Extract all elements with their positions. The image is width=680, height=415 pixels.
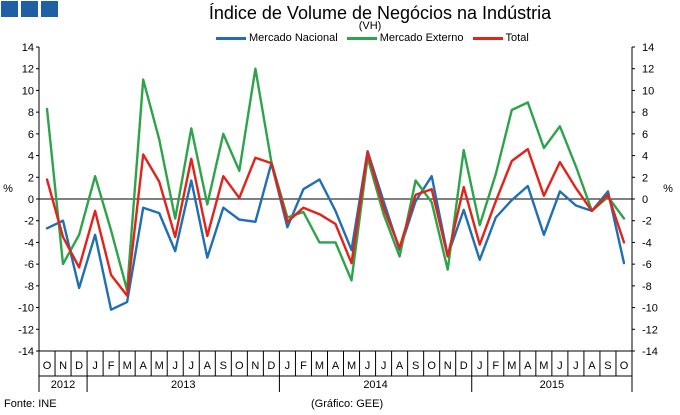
x-tick-label: O xyxy=(43,360,52,372)
x-tick-label: F xyxy=(492,360,499,372)
legend-swatch-mercado-nacional xyxy=(216,36,246,40)
x-tick-label: S xyxy=(412,360,419,372)
x-tick-label: M xyxy=(507,360,516,372)
year-label: 2012 xyxy=(51,379,75,391)
y-tick-label-left: 8 xyxy=(28,107,34,119)
legend-swatch-total xyxy=(472,36,503,40)
legend: Mercado Nacional Mercado Externo Total xyxy=(216,32,535,44)
logo-square-3 xyxy=(41,1,58,17)
x-tick-label: A xyxy=(204,360,212,372)
y-tick-label-left: -4 xyxy=(24,237,34,249)
y-tick-label-right: 8 xyxy=(642,107,648,119)
x-tick-label: J xyxy=(573,360,579,372)
x-tick-label: N xyxy=(251,360,259,372)
y-tick-label-left: -2 xyxy=(24,216,34,228)
y-tick-label-right: 12 xyxy=(642,64,654,76)
x-tick-label: A xyxy=(140,360,148,372)
x-tick-label: N xyxy=(59,360,67,372)
year-label: 2014 xyxy=(363,379,387,391)
y-tick-label-right: -14 xyxy=(642,346,658,358)
x-tick-label: A xyxy=(332,360,340,372)
y-tick-label-right: 2 xyxy=(642,172,648,184)
y-tick-label-left: -14 xyxy=(18,346,34,358)
x-tick-label: J xyxy=(381,360,387,372)
y-tick-label-right: -8 xyxy=(642,281,652,293)
x-tick-label: M xyxy=(347,360,356,372)
legend-swatch-mercado-externo xyxy=(346,36,377,40)
chart-title: Índice de Volume de Negócios na Indústri… xyxy=(208,3,552,23)
y-tick-label-left: 0 xyxy=(28,194,34,206)
x-tick-label: M xyxy=(315,360,324,372)
x-tick-label: O xyxy=(620,360,629,372)
x-tick-label: J xyxy=(365,360,371,372)
y-tick-label-left: 6 xyxy=(28,129,34,141)
x-tick-label: A xyxy=(588,360,596,372)
y-axis-title-right: % xyxy=(663,183,673,195)
y-tick-label-right: -6 xyxy=(642,259,652,271)
x-tick-label: J xyxy=(92,360,98,372)
x-tick-label: J xyxy=(557,360,563,372)
x-tick-label: J xyxy=(285,360,291,372)
credit-note: (Gráfico: GEE) xyxy=(311,398,384,410)
x-tick-label: S xyxy=(604,360,611,372)
x-tick-label: A xyxy=(524,360,532,372)
legend-label-mercado-nacional: Mercado Nacional xyxy=(249,32,338,44)
x-tick-label: A xyxy=(396,360,404,372)
x-tick-label: D xyxy=(460,360,468,372)
y-tick-label-left: 2 xyxy=(28,172,34,184)
x-tick-label: J xyxy=(189,360,195,372)
series-line-total xyxy=(45,147,626,297)
y-axis-title-left: % xyxy=(3,183,13,195)
x-tick-label: F xyxy=(108,360,115,372)
x-tick-label: J xyxy=(477,360,483,372)
x-tick-label: O xyxy=(235,360,244,372)
x-tick-label: M xyxy=(123,360,132,372)
year-label: 2015 xyxy=(540,379,564,391)
y-tick-label-right: -2 xyxy=(642,216,652,228)
legend-item-total: Total xyxy=(472,32,529,44)
year-label: 2013 xyxy=(171,379,195,391)
y-tick-label-right: 14 xyxy=(642,42,654,54)
legend-item-mercado-externo: Mercado Externo xyxy=(346,32,464,44)
y-tick-label-right: 6 xyxy=(642,129,648,141)
source-note: Fonte: INE xyxy=(4,398,57,410)
y-tick-label-left: 10 xyxy=(22,85,34,97)
y-tick-label-left: -8 xyxy=(24,281,34,293)
x-tick-label: D xyxy=(267,360,275,372)
series-line-mercado-nacional xyxy=(45,149,626,311)
legend-item-mercado-nacional: Mercado Nacional xyxy=(216,32,338,44)
chart-subtitle: (VH) xyxy=(358,20,382,32)
x-tick-label: J xyxy=(172,360,178,372)
y-tick-label-left: 4 xyxy=(28,151,34,163)
legend-label-total: Total xyxy=(505,32,529,44)
x-tick-label: F xyxy=(300,360,307,372)
legend-label-mercado-externo: Mercado Externo xyxy=(379,32,464,44)
y-tick-label-right: -12 xyxy=(642,324,658,336)
y-tick-label-right: 10 xyxy=(642,85,654,97)
y-tick-label-right: -4 xyxy=(642,237,652,249)
y-tick-label-left: -6 xyxy=(24,259,34,271)
y-tick-label-left: 12 xyxy=(22,64,34,76)
x-tick-label: N xyxy=(444,360,452,372)
y-tick-label-left: -10 xyxy=(18,303,34,315)
logo-square-1 xyxy=(1,1,18,17)
x-tick-label: D xyxy=(75,360,83,372)
y-tick-label-right: -10 xyxy=(642,303,658,315)
y-tick-label-left: 14 xyxy=(22,42,34,54)
x-tick-label: M xyxy=(155,360,164,372)
series-line-mercado-externo xyxy=(45,67,626,292)
logo-square-2 xyxy=(21,1,38,17)
y-tick-label-right: 0 xyxy=(642,194,648,206)
x-tick-label: S xyxy=(220,360,227,372)
y-tick-label-left: -12 xyxy=(18,324,34,336)
x-tick-label: M xyxy=(539,360,548,372)
x-tick-label: O xyxy=(427,360,436,372)
y-tick-label-right: 4 xyxy=(642,151,648,163)
